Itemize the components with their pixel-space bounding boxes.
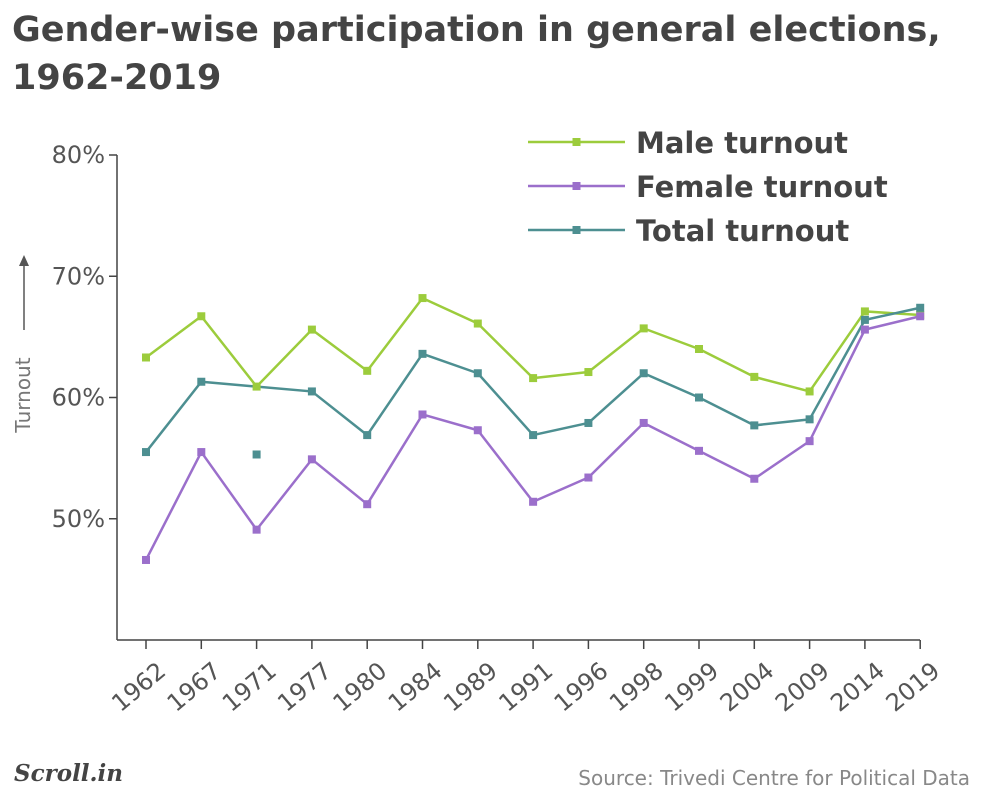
data-point [860, 307, 869, 316]
data-point [473, 369, 482, 378]
x-tick-label: 1962 [106, 657, 171, 718]
x-tick-label: 1980 [328, 657, 393, 718]
chart-title: Gender-wise participation in general ele… [12, 10, 941, 98]
data-point [363, 500, 372, 509]
legend-label: Total turnout [636, 214, 849, 248]
data-point [473, 319, 482, 328]
data-point [695, 446, 703, 455]
x-tick-label: 2019 [881, 657, 946, 718]
series-line-2 [145, 306, 921, 453]
data-point [805, 387, 814, 396]
x-tick-label: 1996 [549, 657, 614, 718]
data-point [860, 325, 869, 334]
data-point [860, 315, 869, 324]
scroll-logo: Scroll.in [14, 760, 124, 787]
y-axis-ticks: 50% 60% 70% 80% [52, 141, 117, 533]
data-point [142, 555, 150, 564]
data-point [197, 312, 206, 321]
y-tick-label: 70% [52, 262, 105, 290]
legend-label: Male turnout [636, 126, 848, 160]
chart-legend: Male turnout Female turnout Total turnout [528, 126, 888, 248]
data-point [584, 473, 593, 482]
data-point [805, 415, 814, 424]
data-point [750, 421, 759, 430]
data-point [916, 303, 925, 312]
y-axis-label: Turnout [11, 357, 35, 433]
x-tick-label: 2004 [715, 657, 780, 718]
data-point [639, 369, 648, 378]
data-point [639, 418, 648, 427]
legend-marker [572, 138, 581, 146]
source-note: Source: Trivedi Centre for Political Dat… [578, 766, 970, 790]
x-tick-label: 2014 [825, 657, 890, 718]
legend-label: Female turnout [636, 170, 888, 204]
data-point [142, 448, 150, 457]
data-point [197, 448, 206, 457]
x-tick-label: 1999 [659, 657, 724, 718]
data-point [750, 474, 759, 483]
data-point [363, 366, 372, 375]
data-point [584, 418, 593, 427]
x-tick-label: 1998 [604, 657, 669, 718]
y-tick-label: 50% [52, 505, 105, 533]
data-point [916, 312, 925, 321]
x-tick-label: 1984 [383, 657, 448, 718]
data-point [307, 387, 316, 396]
y-tick-label: 80% [52, 141, 105, 169]
data-point [695, 393, 703, 402]
legend-marker [572, 182, 581, 190]
data-point [307, 325, 316, 334]
data-point [529, 431, 538, 440]
x-tick-label: 1989 [438, 657, 503, 718]
data-point [750, 372, 759, 381]
data-point [197, 377, 206, 386]
x-tick-label: 1977 [272, 657, 337, 718]
data-point [418, 294, 427, 303]
data-point [584, 368, 593, 377]
x-tick-label: 1971 [217, 657, 282, 718]
data-point [418, 349, 427, 358]
data-point [363, 431, 372, 440]
data-point [252, 450, 261, 459]
series-points [142, 294, 925, 564]
data-point [252, 382, 261, 391]
x-tick-label: 1967 [162, 657, 227, 718]
x-tick-label: 1991 [493, 657, 558, 718]
data-point [695, 345, 703, 353]
y-tick-label: 60% [52, 384, 105, 412]
data-point [142, 353, 150, 362]
data-point [252, 525, 261, 534]
data-point [418, 410, 427, 419]
data-point [529, 497, 538, 506]
series-lines [144, 296, 921, 561]
y-axis-label-group: Turnout [11, 255, 35, 434]
x-axis-ticks: 1962196719711977198019841989199119961998… [106, 640, 945, 717]
data-point [639, 324, 648, 333]
data-point [307, 455, 316, 464]
data-point [529, 374, 538, 383]
y-axis-arrow-head [19, 255, 29, 266]
legend-marker [572, 226, 581, 234]
data-point [473, 426, 482, 435]
x-tick-label: 2009 [770, 657, 835, 718]
data-point [805, 437, 814, 446]
